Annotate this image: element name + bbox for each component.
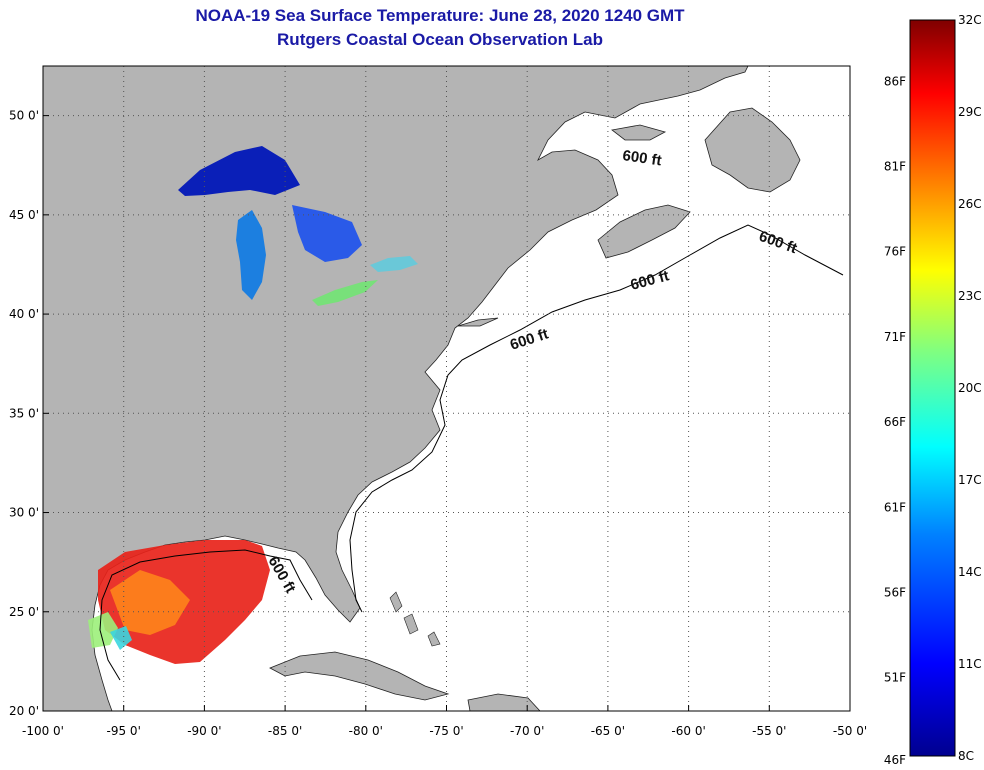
lon-tick-label: -70 0' (510, 724, 544, 738)
lake-superior (178, 146, 300, 196)
lon-tick-label: -90 0' (187, 724, 221, 738)
colorbar-fahrenheit-label: 66F (884, 415, 906, 429)
map-title: NOAA-19 Sea Surface Temperature: June 28… (195, 6, 685, 25)
land-hispaniola (467, 693, 541, 711)
land-anticosti (611, 124, 667, 141)
lat-tick-label: 35 0' (9, 406, 39, 420)
lat-tick-label: 20 0' (9, 704, 39, 718)
lon-tick-label: -60 0' (671, 724, 705, 738)
land-newfoundland (704, 107, 801, 193)
lat-tick-label: 30 0' (9, 506, 39, 520)
lon-tick-label: -80 0' (349, 724, 383, 738)
latitude-axis: 20 0' 25 0' 30 0' 35 0' 40 0' 45 0' 50 0' (9, 109, 49, 718)
colorbar-labels: 32C 29C 26C 23C 20C 17C 14C 11C 8C 86F 81F 76F 71F 66… (884, 13, 982, 767)
map-subtitle: Rutgers Coastal Ocean Observation Lab (277, 30, 603, 49)
lon-tick-label: -85 0' (268, 724, 302, 738)
lat-tick-label: 45 0' (9, 208, 39, 222)
lon-tick-label: -50 0' (833, 724, 867, 738)
lon-tick-label: -95 0' (107, 724, 141, 738)
lake-huron (292, 205, 362, 262)
colorbar-fahrenheit-label: 61F (884, 500, 906, 514)
land-bahamas (389, 591, 441, 647)
colorbar-celsius-label: 8C (958, 749, 974, 763)
colorbar-fahrenheit-label: 51F (884, 671, 906, 685)
lat-tick-label: 50 0' (9, 109, 39, 123)
colorbar-fahrenheit-label: 71F (884, 330, 906, 344)
lat-tick-label: 25 0' (9, 605, 39, 619)
colorbar-celsius-label: 23C (958, 289, 982, 303)
gulf-sst-cyan (110, 626, 132, 650)
isobath-600ft-gulf (99, 549, 313, 681)
colorbar-celsius-label: 11C (958, 657, 982, 671)
land-nova-scotia (597, 204, 691, 259)
colorbar-fahrenheit-label: 81F (884, 160, 906, 174)
colorbar-fahrenheit-label: 46F (884, 753, 906, 767)
colorbar-celsius-label: 26C (958, 197, 982, 211)
colorbar-celsius-label: 29C (958, 105, 982, 119)
lon-tick-label: -75 0' (429, 724, 463, 738)
colorbar-celsius-label: 14C (958, 565, 982, 579)
lon-tick-label: -55 0' (752, 724, 786, 738)
contour-label: 600 ft (621, 147, 662, 169)
lat-tick-label: 40 0' (9, 307, 39, 321)
lake-ontario (370, 256, 418, 272)
gulf-sst-orange (110, 570, 190, 635)
lake-michigan (236, 210, 266, 300)
gulf-sst-cool (88, 612, 118, 648)
land-long-island (457, 317, 499, 327)
colorbar-fahrenheit-label: 86F (884, 74, 906, 88)
land-cuba (269, 651, 450, 701)
lon-tick-label: -100 0' (22, 724, 64, 738)
lon-tick-label: -65 0' (591, 724, 625, 738)
colorbar (909, 19, 956, 757)
lake-erie (312, 280, 378, 306)
isobath-600ft (349, 224, 844, 613)
colorbar-celsius-label: 32C (958, 13, 982, 27)
colorbar-celsius-label: 20C (958, 381, 982, 395)
longitude-axis: -100 0' -95 0' -90 0' -85 0' -80 0' -75 0' -70… (22, 705, 867, 738)
colorbar-fahrenheit-label: 56F (884, 585, 906, 599)
colorbar-fahrenheit-label: 76F (884, 245, 906, 259)
colorbar-celsius-label: 17C (958, 473, 982, 487)
